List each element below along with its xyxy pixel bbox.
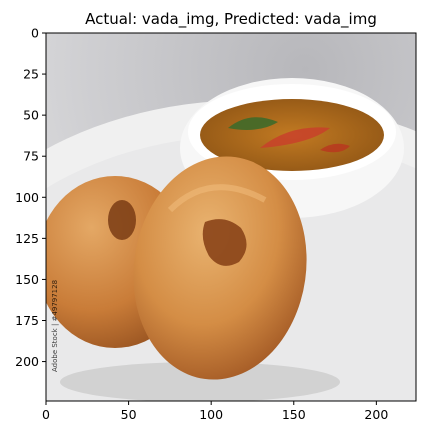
y-tick-label: 125 [15, 231, 39, 246]
image-content: Adobe Stock | #49797128 [46, 33, 416, 401]
vada-front [133, 156, 307, 380]
vada-front-hole [202, 219, 247, 266]
y-tick-label: 50 [23, 108, 39, 123]
x-tick-label: 100 [199, 407, 223, 422]
y-tick-label: 100 [15, 190, 39, 205]
y-tick-label: 175 [15, 313, 39, 328]
vada-back-hole [108, 200, 136, 240]
vada-shadow [60, 362, 340, 401]
y-axis: 0 25 50 75 100 125 150 175 200 [15, 26, 46, 369]
x-tick-label: 50 [121, 407, 137, 422]
y-tick-label: 150 [15, 272, 39, 287]
y-tick-label: 200 [15, 354, 39, 369]
x-axis: 0 50 100 150 200 [42, 401, 388, 422]
chart-title: Actual: vada_img, Predicted: vada_img [85, 10, 377, 29]
y-tick-label: 25 [23, 67, 39, 82]
x-tick-label: 0 [42, 407, 50, 422]
y-tick-label: 0 [31, 26, 39, 41]
y-tick-label: 75 [23, 149, 39, 164]
sambar-tomato-2 [320, 143, 350, 153]
x-tick-label: 200 [364, 407, 388, 422]
sambar-tomato [260, 127, 330, 148]
axes-frame [45, 32, 417, 402]
image-watermark: Adobe Stock | #49797128 [51, 280, 59, 372]
sambar-garnish [228, 117, 278, 130]
x-tick-label: 150 [282, 407, 306, 422]
